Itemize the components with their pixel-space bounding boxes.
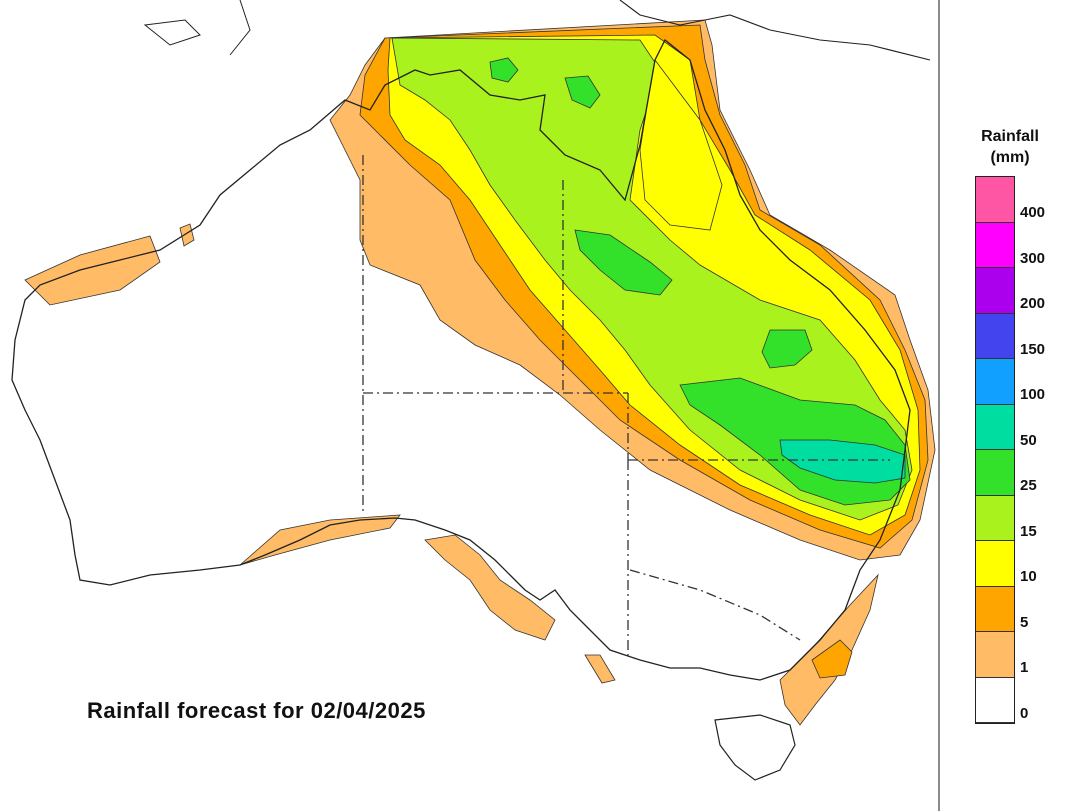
- legend-swatch-150: [976, 313, 1014, 359]
- legend-swatch-5: [976, 586, 1014, 632]
- legend-tick-25: 25: [1020, 477, 1037, 494]
- rain-band-1mm-sa: [424, 534, 556, 641]
- tasmania-outline: [714, 714, 796, 781]
- legend-swatch-0: [976, 677, 1014, 723]
- legend-swatch-15: [976, 495, 1014, 541]
- legend-swatch-300: [976, 222, 1014, 268]
- rain-band-25mm-nt2: [564, 75, 601, 109]
- legend-swatch-400: [976, 177, 1014, 223]
- map-panel: Rainfall forecast for 02/04/2025: [11, 0, 936, 781]
- rain-band-1mm-wa-dot: [179, 223, 195, 247]
- legend-title-line2: (mm): [990, 149, 1030, 166]
- legend-swatch-100: [976, 359, 1014, 405]
- legend-swatch-200: [976, 268, 1014, 314]
- legend-swatch-50: [976, 404, 1014, 450]
- legend-swatch-10: [976, 541, 1014, 587]
- legend-tick-10: 10: [1020, 568, 1037, 585]
- legend-tick-0: 0: [1020, 704, 1029, 722]
- legend-tick-400: 400: [1020, 204, 1046, 221]
- rain-band-1mm-vic: [584, 654, 616, 684]
- legend-tick-50: 50: [1020, 431, 1037, 449]
- legend-tick-150: 150: [1020, 340, 1046, 358]
- nsw-vic-border: [629, 569, 801, 641]
- legend-title-line1: Rainfall: [981, 128, 1039, 145]
- legend-tick-1: 1: [1020, 659, 1029, 676]
- rain-band-5mm-nsw: [811, 639, 853, 679]
- rain-band-25mm-nt1: [489, 57, 519, 83]
- state-borders: [362, 155, 890, 660]
- legend-title: Rainfall (mm): [968, 126, 1052, 168]
- png-outline: [619, 0, 931, 61]
- australia-rainfall-map: [11, 0, 936, 781]
- rain-band-50mm: [779, 439, 906, 484]
- legend-tick-100: 100: [1020, 386, 1046, 403]
- legend-tick-300: 300: [1020, 249, 1046, 267]
- forecast-caption: Rainfall forecast for 02/04/2025: [87, 698, 426, 723]
- rain-band-25mm-central: [574, 229, 673, 296]
- rain-bands: [24, 19, 936, 726]
- legend-tick-15: 15: [1020, 522, 1037, 540]
- panel-divider: [938, 0, 940, 811]
- rain-band-25mm-qld: [761, 329, 813, 369]
- australia-coastline: [11, 38, 911, 681]
- legend-tick-5: 5: [1020, 613, 1029, 631]
- rain-band-1mm-wa: [24, 235, 161, 306]
- rain-band-1mm-bight: [239, 514, 401, 566]
- rainfall-legend: Rainfall (mm) 400 300 200 150 100 50 25 15 10 5 1 0: [940, 0, 1080, 811]
- timor-outline: [143, 0, 251, 56]
- legend-swatch-1: [976, 632, 1014, 678]
- legend-tick-200: 200: [1020, 295, 1046, 312]
- legend-color-bar: [975, 176, 1015, 724]
- legend-swatch-25: [976, 450, 1014, 496]
